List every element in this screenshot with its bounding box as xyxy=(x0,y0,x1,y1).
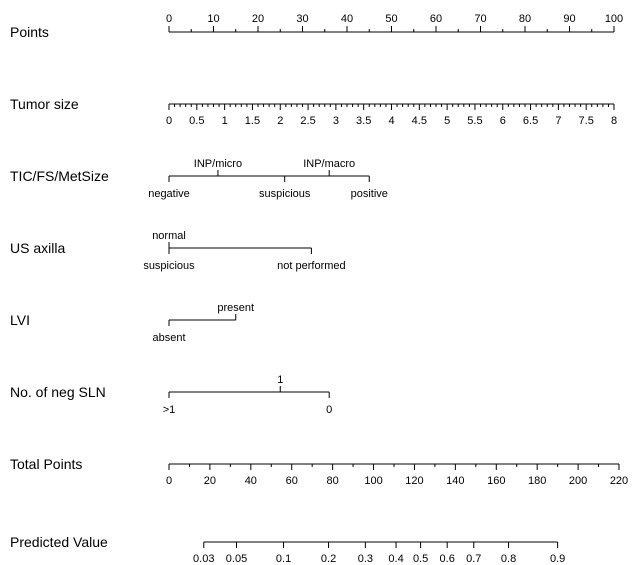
level-label-lvi-absent: absent xyxy=(152,332,185,344)
row-label-points: Points xyxy=(10,24,49,40)
tick-label-predicted-value: 0.6 xyxy=(440,553,455,565)
row-label-us-axilla: US axilla xyxy=(10,240,65,256)
tick-label-total-points: 100 xyxy=(364,475,382,487)
tick-label-total-points: 60 xyxy=(286,475,298,487)
tick-label-total-points: 160 xyxy=(487,475,505,487)
tick-label-total-points: 80 xyxy=(327,475,339,487)
level-label-us-axilla-not-performed: not performed xyxy=(277,260,345,272)
tick-label-tumor-size: 6.5 xyxy=(523,115,538,127)
level-label-no-of-neg-sln-0: 0 xyxy=(326,404,332,416)
tick-label-tumor-size: 2.5 xyxy=(300,115,315,127)
level-label-tic-fs-metsize-inp-micro: INP/micro xyxy=(194,158,242,170)
tick-label-total-points: 120 xyxy=(405,475,423,487)
level-label-tic-fs-metsize-negative: negative xyxy=(148,188,190,200)
tick-label-tumor-size: 3 xyxy=(333,115,339,127)
tick-label-tumor-size: 3.5 xyxy=(356,115,371,127)
tick-label-tumor-size: 1.5 xyxy=(245,115,260,127)
level-label-tic-fs-metsize-suspicious: suspicious xyxy=(259,188,311,200)
tick-label-predicted-value: 0.05 xyxy=(226,553,247,565)
tick-label-tumor-size: 7 xyxy=(555,115,561,127)
tick-label-tumor-size: 6 xyxy=(500,115,506,127)
tick-label-tumor-size: 0 xyxy=(166,115,172,127)
level-label-us-axilla-suspicious: suspicious xyxy=(143,260,195,272)
tick-label-total-points: 40 xyxy=(245,475,257,487)
tick-label-total-points: 140 xyxy=(446,475,464,487)
tick-label-predicted-value: 0.2 xyxy=(321,553,336,565)
row-label-lvi: LVI xyxy=(10,312,30,328)
tick-label-points: 10 xyxy=(207,13,219,25)
level-label-lvi-present: present xyxy=(217,302,254,314)
tick-label-predicted-value: 0.5 xyxy=(413,553,428,565)
row-label-no-of-neg-sln: No. of neg SLN xyxy=(10,384,106,400)
level-label-no-of-neg-sln-1: 1 xyxy=(277,374,283,386)
tick-label-points: 70 xyxy=(474,13,486,25)
tick-label-points: 0 xyxy=(166,13,172,25)
tick-label-points: 100 xyxy=(605,13,623,25)
tick-label-predicted-value: 0.8 xyxy=(501,553,516,565)
tick-label-total-points: 200 xyxy=(569,475,587,487)
tick-label-points: 90 xyxy=(563,13,575,25)
tick-label-total-points: 220 xyxy=(610,475,628,487)
level-label-tic-fs-metsize-positive: positive xyxy=(351,188,388,200)
tick-label-tumor-size: 5.5 xyxy=(467,115,482,127)
tick-label-predicted-value: 0.7 xyxy=(466,553,481,565)
tick-label-tumor-size: 7.5 xyxy=(579,115,594,127)
tick-label-tumor-size: 0.5 xyxy=(189,115,204,127)
tick-label-points: 20 xyxy=(252,13,264,25)
tick-label-tumor-size: 8 xyxy=(611,115,617,127)
tick-label-points: 40 xyxy=(341,13,353,25)
tick-label-total-points: 0 xyxy=(166,475,172,487)
tick-label-points: 50 xyxy=(385,13,397,25)
tick-label-points: 60 xyxy=(430,13,442,25)
tick-label-points: 80 xyxy=(519,13,531,25)
tick-label-predicted-value: 0.1 xyxy=(276,553,291,565)
tick-label-predicted-value: 0.9 xyxy=(550,553,565,565)
level-label-tic-fs-metsize-inp-macro: INP/macro xyxy=(303,158,355,170)
row-label-tic-fs-metsize: TIC/FS/MetSize xyxy=(10,168,109,184)
tick-label-tumor-size: 4.5 xyxy=(412,115,427,127)
tick-label-predicted-value: 0.3 xyxy=(358,553,373,565)
row-label-total-points: Total Points xyxy=(10,456,82,472)
tick-label-total-points: 180 xyxy=(528,475,546,487)
tick-label-predicted-value: 0.03 xyxy=(193,553,214,565)
level-label-us-axilla-normal: normal xyxy=(152,230,186,242)
tick-label-points: 30 xyxy=(296,13,308,25)
row-label-predicted-value: Predicted Value xyxy=(10,534,108,550)
tick-label-total-points: 20 xyxy=(204,475,216,487)
tick-label-tumor-size: 2 xyxy=(277,115,283,127)
tick-label-predicted-value: 0.4 xyxy=(388,553,403,565)
tick-label-tumor-size: 1 xyxy=(222,115,228,127)
tick-label-tumor-size: 5 xyxy=(444,115,450,127)
level-label-no-of-neg-sln-1: >1 xyxy=(163,404,176,416)
row-label-tumor-size: Tumor size xyxy=(10,96,79,112)
tick-label-tumor-size: 4 xyxy=(388,115,394,127)
